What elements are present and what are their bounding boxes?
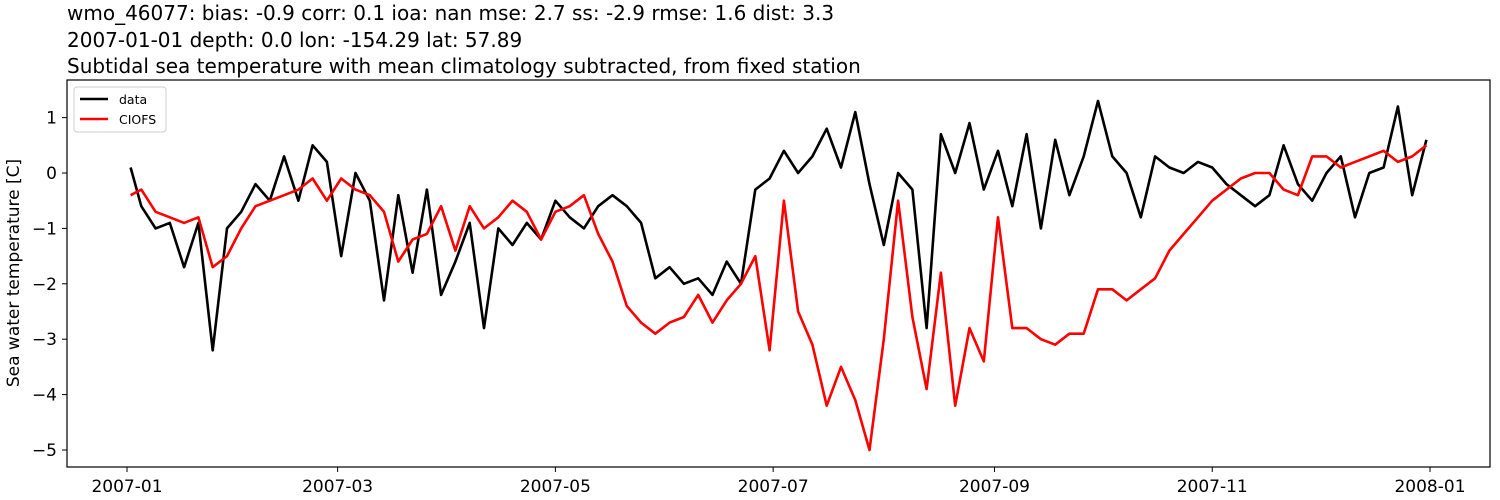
x-tick-label: 2007-09: [959, 477, 1030, 497]
legend-data-label: data: [119, 92, 147, 107]
x-tick-label: 2007-05: [520, 477, 591, 497]
chart-title-description: Subtidal sea temperature with mean clima…: [67, 54, 861, 78]
x-tick-label: 2008-01: [1394, 477, 1465, 497]
chart-title-location: 2007-01-01 depth: 0.0 lon: -154.29 lat: …: [67, 28, 523, 52]
y-axis-label: Sea water temperature [C]: [4, 159, 24, 387]
x-tick-label: 2007-11: [1177, 477, 1248, 497]
x-tick-label: 2007-01: [91, 477, 162, 497]
y-tick-label: −2: [32, 275, 57, 295]
y-tick-label: −1: [32, 219, 57, 239]
plot-lines: [129, 99, 1428, 452]
y-tick-label: −5: [32, 441, 57, 461]
x-tick-label: 2007-03: [302, 477, 373, 497]
y-tick-label: −3: [32, 330, 57, 350]
plot-frame: [66, 79, 1491, 468]
x-tick-label: 2007-07: [738, 477, 809, 497]
legend: data CIOFS: [73, 86, 167, 133]
legend-ciofs-label: CIOFS: [119, 112, 156, 127]
y-tick-label: 1: [46, 109, 57, 129]
y-tick-label: −4: [32, 386, 57, 406]
series-line-ciofs: [129, 144, 1428, 452]
x-axis: 2007-01 2007-03 2007-05 2007-07 2007-09 2007-…: [91, 467, 1466, 497]
chart-title-stats: wmo_46077: bias: -0.9 corr: 0.1 ioa: nan…: [67, 1, 835, 25]
y-axis: 1 0 −1 −2 −3 −4 −5: [32, 109, 67, 461]
y-tick-label: 0: [46, 164, 57, 184]
series-line-data: [129, 99, 1428, 352]
